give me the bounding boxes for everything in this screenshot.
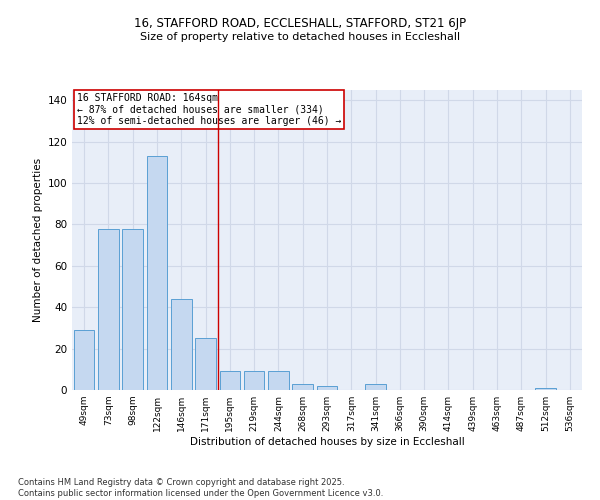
- Text: 16 STAFFORD ROAD: 164sqm
← 87% of detached houses are smaller (334)
12% of semi-: 16 STAFFORD ROAD: 164sqm ← 87% of detach…: [77, 93, 341, 126]
- Bar: [146, 156, 167, 390]
- Bar: [317, 386, 337, 390]
- Bar: [195, 338, 216, 390]
- Text: 16, STAFFORD ROAD, ECCLESHALL, STAFFORD, ST21 6JP: 16, STAFFORD ROAD, ECCLESHALL, STAFFORD,…: [134, 18, 466, 30]
- Bar: [171, 299, 191, 390]
- Bar: [98, 228, 119, 390]
- Bar: [244, 372, 265, 390]
- Bar: [268, 372, 289, 390]
- Bar: [74, 330, 94, 390]
- Bar: [220, 372, 240, 390]
- Text: Contains HM Land Registry data © Crown copyright and database right 2025.
Contai: Contains HM Land Registry data © Crown c…: [18, 478, 383, 498]
- Text: Size of property relative to detached houses in Eccleshall: Size of property relative to detached ho…: [140, 32, 460, 42]
- Bar: [292, 384, 313, 390]
- Bar: [122, 228, 143, 390]
- Bar: [365, 384, 386, 390]
- Bar: [535, 388, 556, 390]
- X-axis label: Distribution of detached houses by size in Eccleshall: Distribution of detached houses by size …: [190, 437, 464, 447]
- Y-axis label: Number of detached properties: Number of detached properties: [33, 158, 43, 322]
